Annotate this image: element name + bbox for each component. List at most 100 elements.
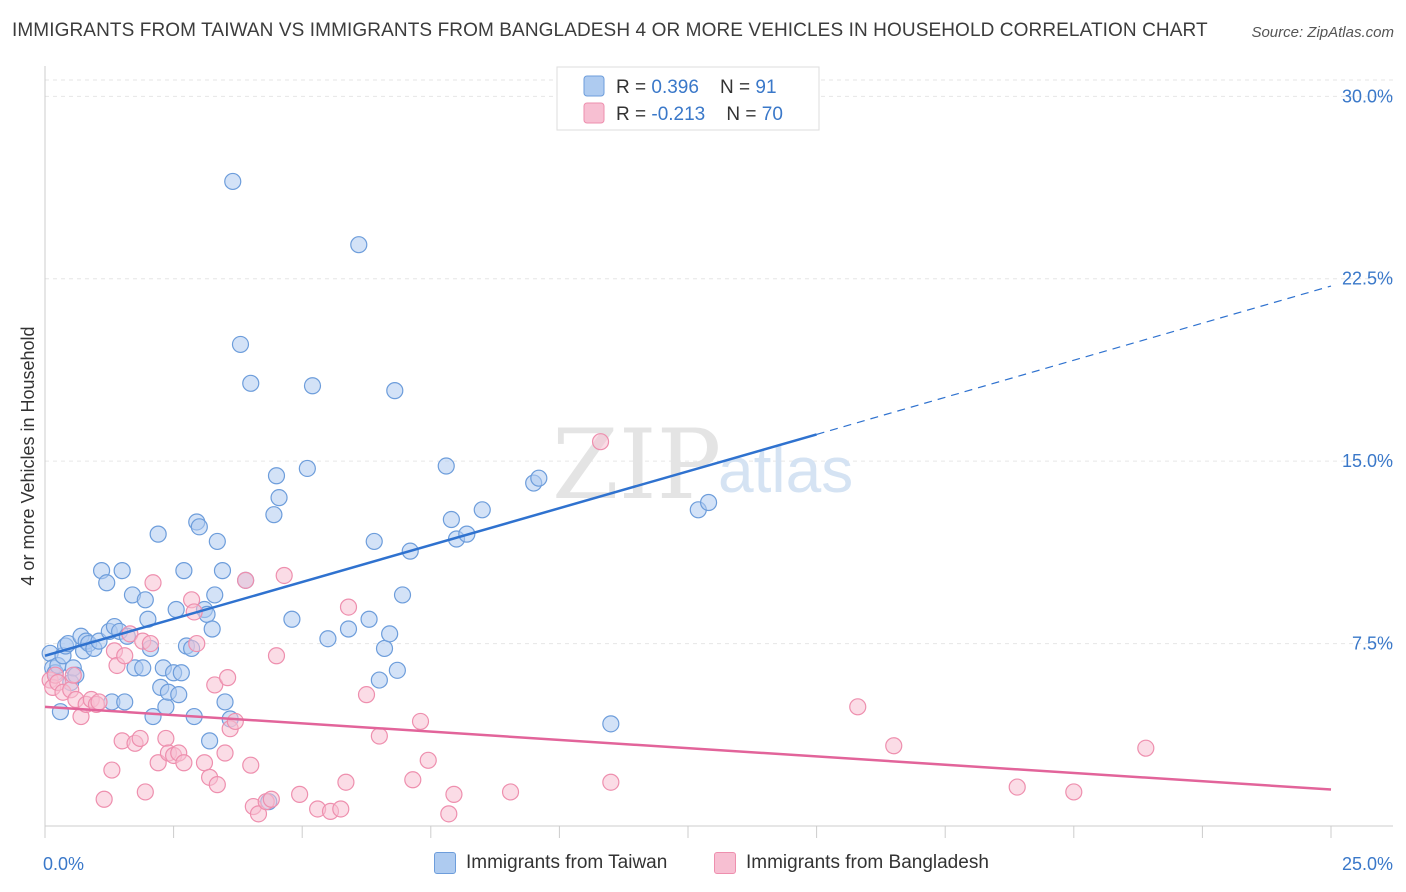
bangladesh-point	[275, 566, 293, 585]
taiwan-point	[265, 506, 283, 524]
taiwan-point	[699, 493, 718, 512]
taiwan-point	[370, 671, 388, 689]
taiwan-point	[393, 586, 412, 604]
taiwan-point	[134, 659, 152, 677]
taiwan-point	[157, 698, 175, 716]
bangladesh-point	[249, 805, 268, 823]
bangladesh-point	[141, 634, 160, 653]
taiwan-point	[602, 715, 620, 733]
taiwan-point	[213, 562, 232, 580]
x-tick-label: 0.0%	[43, 854, 84, 874]
taiwan-point	[388, 661, 406, 679]
bangladesh-point	[262, 790, 280, 808]
taiwan-point	[175, 562, 193, 580]
taiwan-point	[201, 732, 219, 750]
bangladesh-point	[445, 785, 463, 803]
y-tick-label: 22.5%	[1342, 269, 1393, 289]
bangladesh-point	[1008, 778, 1026, 796]
bangladesh-point	[339, 598, 358, 616]
bangladesh-point	[95, 790, 113, 808]
bangladesh-point	[591, 433, 610, 451]
taiwan-point	[208, 532, 226, 551]
y-tick-label: 15.0%	[1342, 451, 1393, 471]
stats-swatch	[583, 102, 605, 124]
taiwan-point	[350, 236, 368, 254]
legend-taiwan-label: Immigrants from Taiwan	[466, 852, 668, 873]
watermark: ZIP atlas	[552, 409, 853, 521]
taiwan-point	[375, 639, 394, 658]
stats-row: R = 0.396 N = 91	[616, 77, 777, 98]
bangladesh-point	[195, 754, 214, 772]
taiwan-point	[116, 693, 134, 711]
y-axis-label: 4 or more Vehicles in Household	[18, 326, 38, 585]
stats-swatch	[583, 75, 605, 97]
taiwan-point	[203, 620, 221, 638]
taiwan-point	[136, 591, 154, 609]
bangladesh-point	[219, 669, 237, 687]
bangladesh-point	[242, 756, 260, 774]
taiwan-point	[242, 374, 260, 392]
taiwan-point	[437, 457, 455, 475]
bangladesh-point	[64, 666, 82, 684]
bangladesh-point	[208, 776, 226, 794]
taiwan-point	[149, 525, 167, 543]
taiwan-point	[190, 518, 208, 536]
bangladesh-point	[103, 761, 121, 779]
legend-bangladesh: Immigrants from Bangladesh	[714, 852, 989, 874]
bangladesh-point	[501, 783, 520, 801]
taiwan-point	[224, 172, 242, 191]
bangladesh-point	[175, 754, 193, 772]
bangladesh-point	[237, 571, 255, 589]
legend-taiwan: Immigrants from Taiwan	[434, 852, 667, 874]
taiwan-point	[283, 610, 301, 628]
bangladesh-point	[90, 693, 108, 711]
bangladesh-point	[419, 751, 437, 769]
trend-lines	[44, 285, 1332, 791]
y-tick-label: 7.5%	[1352, 634, 1393, 654]
taiwan-point	[98, 574, 116, 592]
taiwan-point	[267, 467, 286, 485]
bangladesh-point	[267, 647, 286, 665]
bangladesh-point	[291, 785, 309, 803]
bangladesh-point	[404, 771, 422, 789]
bangladesh-point	[144, 574, 162, 592]
legend-bangladesh-label: Immigrants from Bangladesh	[746, 852, 989, 873]
taiwan-point	[298, 459, 316, 478]
bangladesh-point	[157, 729, 175, 748]
x-tick-label: 25.0%	[1342, 854, 1393, 874]
axes	[44, 66, 1393, 838]
taiwan-point	[386, 382, 404, 400]
bangladesh-point	[226, 712, 244, 731]
stats-row: R = -0.213 N = 70	[616, 104, 783, 125]
bangladesh-point	[188, 634, 206, 653]
chart-title: IMMIGRANTS FROM TAIWAN VS IMMIGRANTS FRO…	[12, 20, 1208, 41]
taiwan-point	[442, 510, 460, 529]
bangladesh-point	[1065, 783, 1083, 801]
taiwan-point	[167, 600, 185, 619]
legend-bangladesh-swatch	[714, 852, 736, 874]
bangladesh-point	[136, 783, 154, 801]
taiwan-point	[206, 586, 224, 604]
bangladesh-point	[440, 805, 458, 823]
bangladesh-point	[885, 737, 903, 755]
taiwan-point	[339, 620, 358, 638]
taiwan-point	[365, 532, 383, 551]
scatter-points	[41, 172, 1155, 823]
bangladesh-point	[116, 647, 134, 665]
taiwan-point	[319, 630, 337, 648]
bangladesh-point	[1137, 739, 1155, 757]
taiwan-point	[172, 664, 190, 682]
taiwan-point	[51, 703, 70, 721]
bangladesh-point	[357, 686, 376, 704]
bangladesh-point	[411, 712, 430, 731]
taiwan-point	[231, 335, 250, 354]
stats-legend: R = 0.396 N = 91 R = -0.213 N = 70	[556, 66, 820, 131]
y-tick-label: 30.0%	[1342, 86, 1393, 106]
bangladesh-point	[370, 727, 388, 745]
taiwan-point	[303, 377, 322, 395]
taiwan-point	[270, 489, 288, 507]
bangladesh-point	[332, 800, 350, 818]
taiwan-point	[530, 469, 548, 487]
legend-taiwan-swatch	[434, 852, 456, 874]
